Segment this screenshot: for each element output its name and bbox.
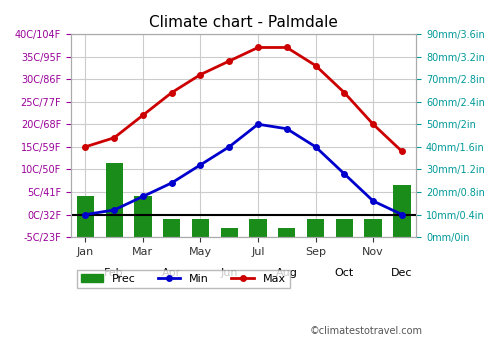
Legend: Prec, Min, Max: Prec, Min, Max: [76, 270, 290, 288]
Bar: [278, 228, 295, 237]
Bar: [134, 196, 152, 237]
Text: Aug: Aug: [276, 268, 297, 278]
Text: Feb: Feb: [104, 268, 124, 278]
Bar: [76, 196, 94, 237]
Bar: [163, 219, 180, 237]
Bar: [106, 163, 123, 237]
Bar: [364, 219, 382, 237]
Text: Apr: Apr: [162, 268, 182, 278]
Title: Climate chart - Palmdale: Climate chart - Palmdale: [149, 15, 338, 30]
Text: Oct: Oct: [334, 268, 354, 278]
Text: Dec: Dec: [391, 268, 412, 278]
Text: Jun: Jun: [220, 268, 238, 278]
Bar: [394, 185, 410, 237]
Bar: [336, 219, 353, 237]
Bar: [307, 219, 324, 237]
Bar: [220, 228, 238, 237]
Text: ©climatestotravel.com: ©climatestotravel.com: [310, 326, 423, 336]
Bar: [250, 219, 266, 237]
Bar: [192, 219, 209, 237]
